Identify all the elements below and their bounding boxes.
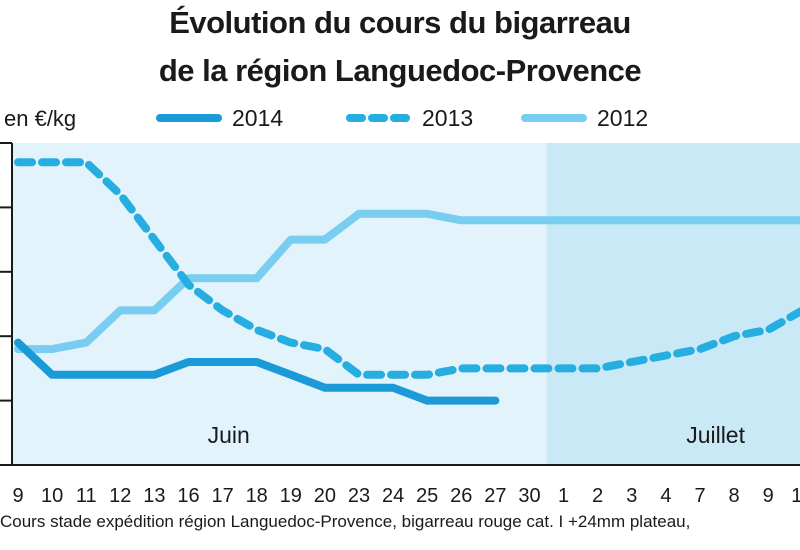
- x-tick-label: 2: [592, 485, 603, 507]
- x-tick-label: 10: [41, 485, 63, 507]
- plot-background-juillet: [546, 143, 800, 465]
- x-tick-label: 24: [382, 485, 404, 507]
- x-tick-label: 3: [626, 485, 637, 507]
- x-tick-label: 10: [791, 485, 800, 507]
- x-tick-label: 30: [518, 485, 540, 507]
- chart-footnote: Cours stade expédition région Languedoc-…: [0, 512, 691, 531]
- x-tick-label: 4: [660, 485, 671, 507]
- chart-title-line-2: de la région Languedoc-Provence: [158, 53, 642, 88]
- x-tick-label: 17: [211, 485, 233, 507]
- x-tick-label: 18: [246, 485, 268, 507]
- x-tick-label: 9: [12, 485, 23, 507]
- x-tick-label: 16: [177, 485, 199, 507]
- x-tick-label: 8: [729, 485, 740, 507]
- x-tick-label: 23: [348, 485, 370, 507]
- series-line-2012: [14, 209, 800, 354]
- month-label-juillet: Juillet: [686, 422, 745, 448]
- legend-label-2012: 2012: [597, 105, 648, 131]
- x-tick-label: 27: [484, 485, 506, 507]
- legend-label-2013: 2013: [422, 105, 473, 131]
- x-tick-label: 13: [143, 485, 165, 507]
- x-tick-label: 19: [280, 485, 302, 507]
- plot-background-juin: [12, 143, 547, 465]
- x-tick-label: 1: [558, 485, 569, 507]
- series-line-2014: [14, 338, 500, 405]
- chart-title-line-1: Évolution du cours du bigarreau: [169, 5, 631, 40]
- x-tick-label: 12: [109, 485, 131, 507]
- x-tick-label: 25: [416, 485, 438, 507]
- y-axis-label: en €/kg: [4, 106, 76, 131]
- month-label-juin: Juin: [208, 422, 250, 448]
- x-tick-label: 26: [450, 485, 472, 507]
- x-tick-label: 20: [314, 485, 336, 507]
- legend-label-2014: 2014: [232, 105, 283, 131]
- x-tick-label: 9: [763, 485, 774, 507]
- x-tick-label: 7: [694, 485, 705, 507]
- x-tick-label: 11: [76, 485, 97, 507]
